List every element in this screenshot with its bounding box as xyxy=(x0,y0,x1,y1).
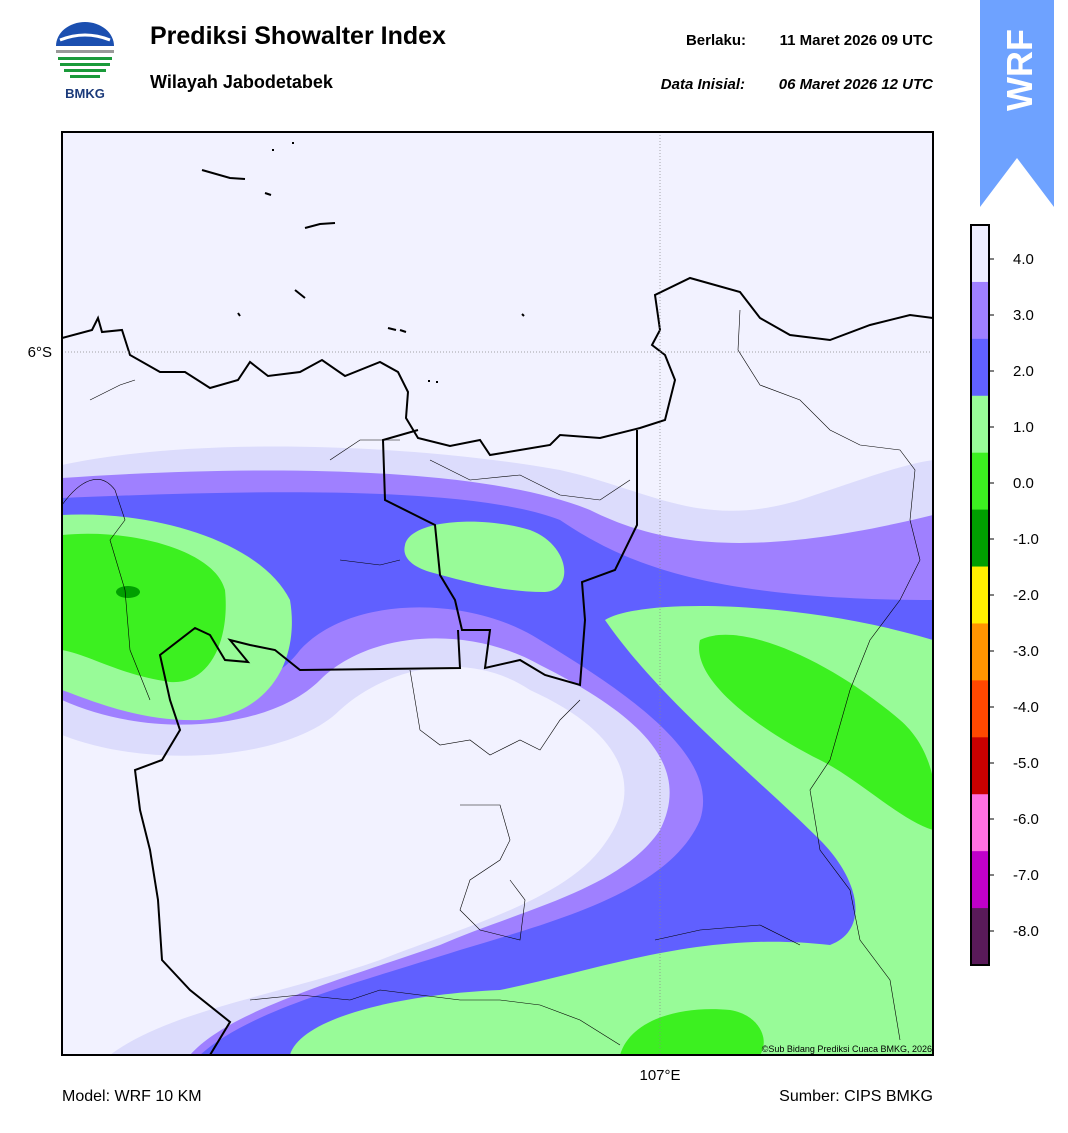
colorbar-band xyxy=(971,680,989,738)
colorbar-tick-label: -2.0 xyxy=(1013,587,1039,604)
colorbar-tick-label: -3.0 xyxy=(1013,643,1039,660)
subtitle: Wilayah Jabodetabek xyxy=(150,72,334,92)
colorbar-band xyxy=(971,851,989,909)
lat-label: 6°S xyxy=(28,344,52,361)
valid-label: Berlaku: xyxy=(686,32,746,49)
title: Prediksi Showalter Index xyxy=(150,22,446,50)
colorbar-tick-label: -6.0 xyxy=(1013,811,1039,828)
colorbar-band xyxy=(971,452,989,511)
map-frame xyxy=(61,131,934,1056)
map: ©Sub Bidang Prediksi Cuaca BMKG, 2026 xyxy=(62,132,933,1055)
logo-text: BMKG xyxy=(65,86,105,101)
colorbar-band xyxy=(971,281,989,340)
colorbar: 4.0 3.0 2.0 1.0 0.0 -1.0 -2.0 -3.0 -4.0 -5.0 -6.0 -… xyxy=(970,224,1039,966)
colorbar-tick-label: -8.0 xyxy=(1013,923,1039,940)
colorbar-tick-label: -1.0 xyxy=(1013,531,1039,548)
colorbar-tick-label: 3.0 xyxy=(1013,307,1034,324)
colorbar-tick-label: -4.0 xyxy=(1013,699,1039,716)
bmkg-logo: BMKG xyxy=(56,22,114,101)
colorbar-band xyxy=(971,395,989,454)
colorbar-band xyxy=(971,908,989,966)
colorbar-tick-label: 0.0 xyxy=(1013,475,1034,492)
colorbar-tick-label: 2.0 xyxy=(1013,363,1034,380)
colorbar-band xyxy=(971,566,989,624)
credit: ©Sub Bidang Prediksi Cuaca BMKG, 2026 xyxy=(762,1044,932,1054)
init-time: 06 Maret 2026 12 UTC xyxy=(779,76,934,93)
valid-time: 11 Maret 2026 09 UTC xyxy=(780,32,934,49)
colorbar-tick-label: 4.0 xyxy=(1013,251,1034,268)
colorbar-band xyxy=(971,737,989,795)
footer-model: Model: WRF 10 KM xyxy=(62,1088,202,1105)
colorbar-band xyxy=(971,225,989,283)
colorbar-band xyxy=(971,623,989,681)
badge-text: WRF xyxy=(999,29,1040,111)
colorbar-band xyxy=(971,338,989,397)
colorbar-tick-label: 1.0 xyxy=(1013,419,1034,436)
init-label: Data Inisial: xyxy=(661,76,745,93)
lon-label: 107°E xyxy=(639,1067,680,1084)
colorbar-tick-label: -5.0 xyxy=(1013,755,1039,772)
badge xyxy=(980,0,1054,207)
colorbar-band xyxy=(971,509,989,568)
colorbar-tick-label: -7.0 xyxy=(1013,867,1039,884)
footer-source: Sumber: CIPS BMKG xyxy=(779,1088,933,1105)
colorbar-band xyxy=(971,794,989,852)
